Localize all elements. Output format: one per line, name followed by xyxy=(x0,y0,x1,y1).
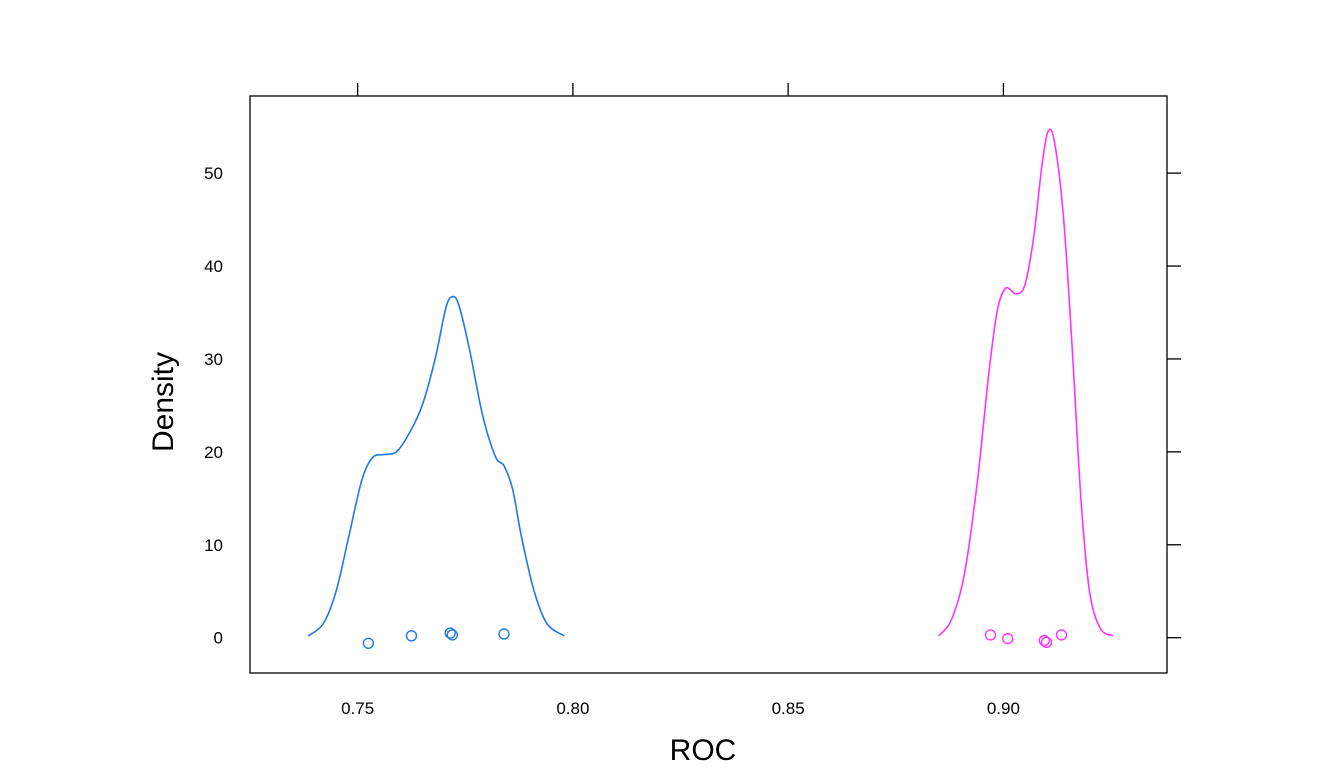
y-tick-label: 20 xyxy=(204,443,223,462)
y-ticks: 0 10 20 30 40 50 xyxy=(204,164,1181,648)
data-point xyxy=(1040,636,1053,649)
density-curve-2 xyxy=(938,128,1114,637)
data-point xyxy=(1038,634,1051,647)
x-tick-label: 0.80 xyxy=(556,699,589,718)
data-point xyxy=(498,628,510,640)
data-point xyxy=(362,637,375,649)
data-point xyxy=(1002,632,1014,645)
y-tick-label: 10 xyxy=(204,536,223,555)
x-tick-label: 0.90 xyxy=(987,699,1020,718)
data-point xyxy=(405,630,418,642)
y-tick-label: 30 xyxy=(204,350,223,369)
series-layer xyxy=(307,128,1114,649)
data-point xyxy=(984,629,997,641)
x-axis-title: ROC xyxy=(670,734,737,767)
y-tick-label: 0 xyxy=(214,629,223,648)
x-ticks-bottom: 0.75 0.80 0.85 0.90 xyxy=(341,699,1020,718)
plot-frame xyxy=(249,95,1168,674)
y-axis-title: Density xyxy=(147,352,180,452)
x-ticks-top xyxy=(356,83,1005,96)
density-curve-1 xyxy=(307,295,565,637)
data-point xyxy=(446,629,459,641)
y-tick-label: 40 xyxy=(204,257,223,276)
data-point xyxy=(1055,629,1068,641)
y-tick-label: 50 xyxy=(204,164,223,183)
x-tick-label: 0.85 xyxy=(772,699,805,718)
data-point xyxy=(444,627,456,639)
x-tick-label: 0.75 xyxy=(341,699,374,718)
